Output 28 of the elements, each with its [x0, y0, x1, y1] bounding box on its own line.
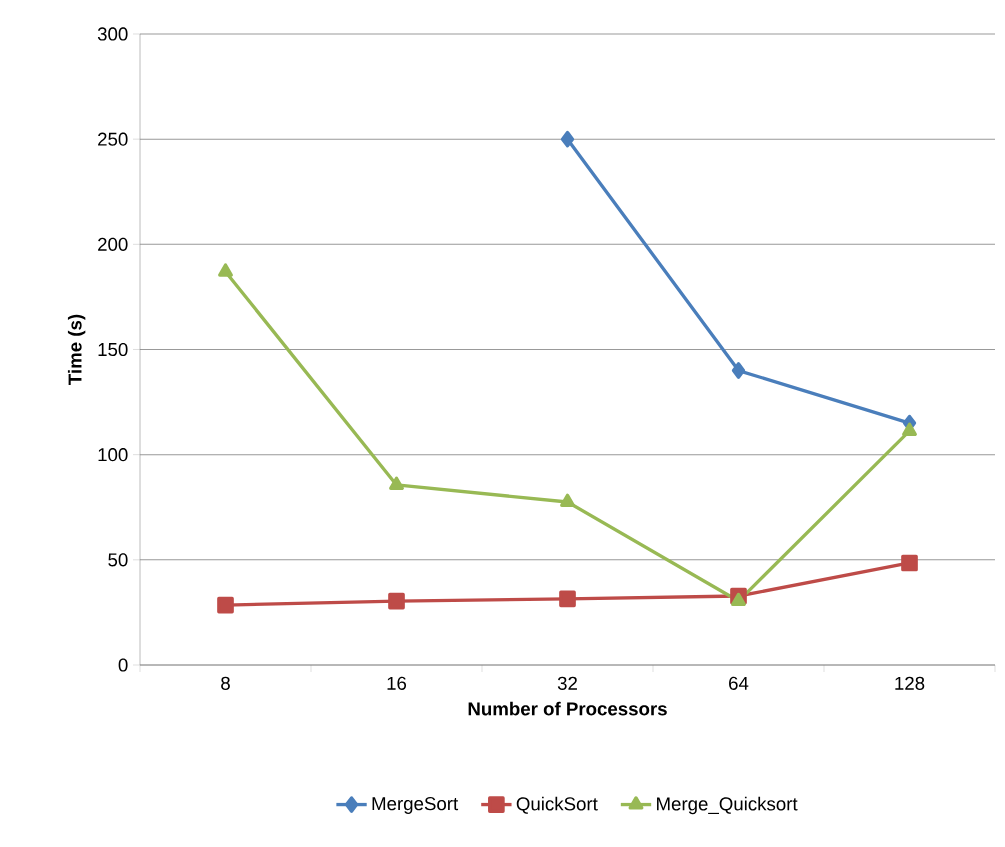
x-tick-label: 64	[729, 676, 749, 690]
point	[902, 422, 917, 436]
y-axis-title: Time (s)	[67, 314, 86, 385]
point	[731, 362, 746, 379]
y-tick-label: 300	[97, 27, 128, 41]
x-tick-label: 16	[387, 676, 407, 690]
x-axis-title: Number of Processors	[468, 701, 667, 716]
y-tick-label: 200	[98, 237, 128, 251]
point	[560, 493, 575, 507]
point	[560, 130, 575, 148]
x-tick-label: 8	[221, 676, 230, 690]
point	[389, 476, 404, 490]
point	[901, 554, 918, 572]
y-tick-label: 50	[108, 553, 128, 567]
x-tick-label: 128	[895, 676, 925, 690]
y-tick-label: 250	[98, 132, 128, 146]
point	[217, 596, 234, 614]
y-tick-label: 0	[118, 658, 128, 672]
y-tick-label: 150	[98, 342, 128, 357]
point	[559, 590, 576, 608]
point	[218, 263, 233, 277]
legend-label: Merge_Quicksort	[657, 796, 798, 815]
point	[731, 592, 746, 607]
point	[388, 592, 405, 610]
legend-label: MergeSort	[372, 797, 459, 814]
y-tick-label: 100	[98, 448, 128, 462]
x-tick-label: 32	[557, 676, 577, 690]
legend-label: QuickSort	[516, 796, 598, 814]
